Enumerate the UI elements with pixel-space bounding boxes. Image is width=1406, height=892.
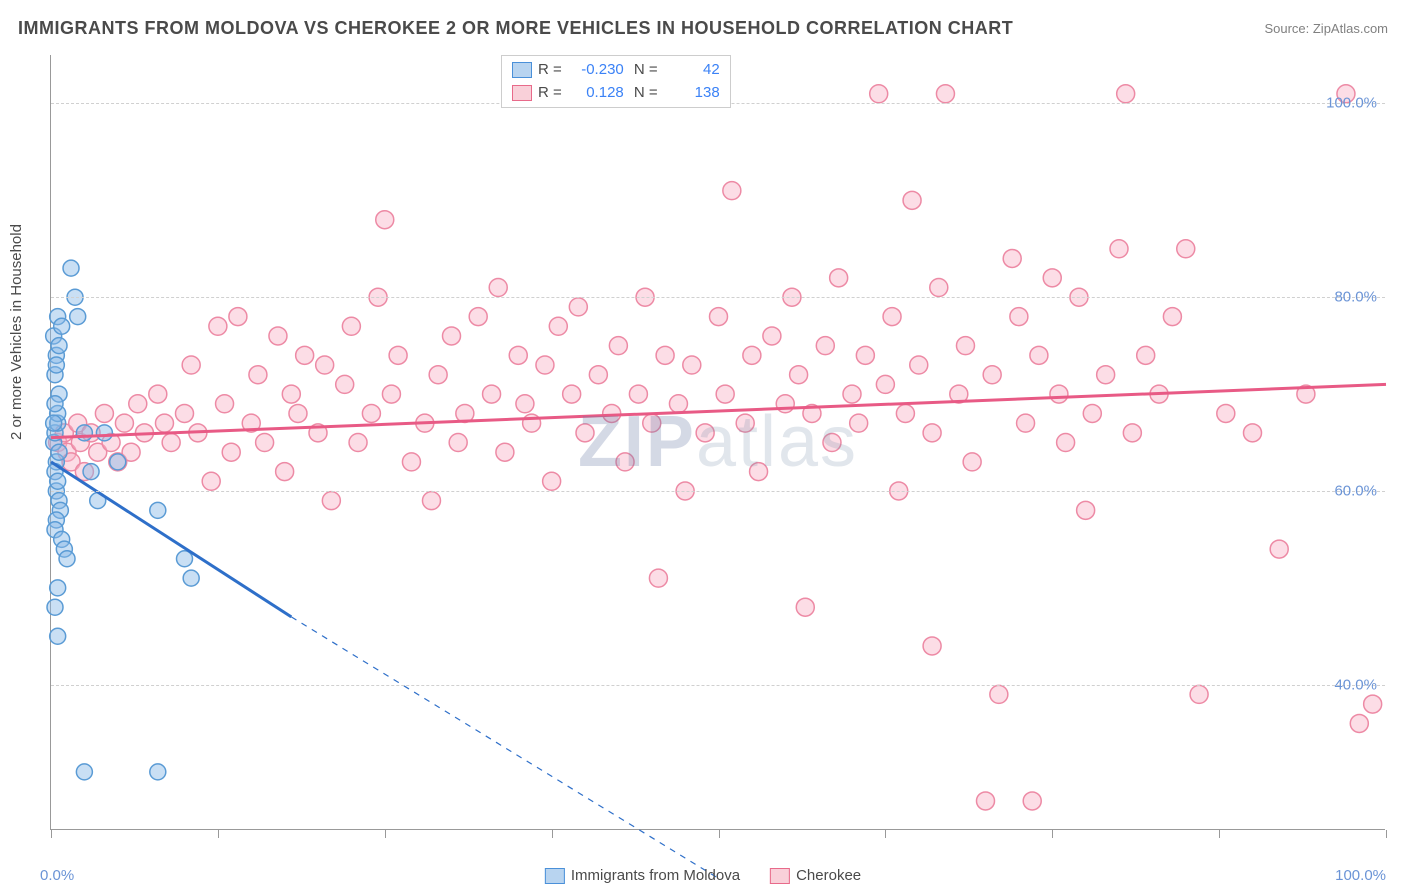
n-value-cherokee: 138 [664, 82, 720, 105]
r-value-cherokee: 0.128 [568, 82, 624, 105]
gridline-h [51, 491, 1385, 492]
x-tick-mark [885, 830, 886, 838]
legend-label-moldova: Immigrants from Moldova [571, 867, 740, 884]
scatter-plot-svg [51, 55, 1385, 829]
n-label: N = [630, 59, 658, 82]
r-label: R = [538, 82, 562, 105]
x-tick-mark [51, 830, 52, 838]
bottom-legend: Immigrants from Moldova Cherokee [545, 867, 861, 884]
y-axis-label: 2 or more Vehicles in Household [8, 224, 25, 440]
n-label: N = [630, 82, 658, 105]
chart-title: IMMIGRANTS FROM MOLDOVA VS CHEROKEE 2 OR… [18, 18, 1013, 39]
r-label: R = [538, 59, 562, 82]
x-tick-mark [552, 830, 553, 838]
x-tick-mark [719, 830, 720, 838]
x-tick-mark [218, 830, 219, 838]
swatch-cherokee [512, 85, 532, 101]
chart-plot-area: ZIPatlas R = -0.230 N = 42 R = 0.128 N =… [50, 55, 1385, 830]
x-tick-mark [1052, 830, 1053, 838]
x-axis-max-label: 100.0% [1335, 867, 1386, 884]
gridline-h [51, 297, 1385, 298]
y-tick-label: 100.0% [1326, 95, 1377, 112]
stats-row-moldova: R = -0.230 N = 42 [512, 59, 720, 82]
x-tick-mark [385, 830, 386, 838]
source-attribution: Source: ZipAtlas.com [1264, 21, 1388, 36]
x-tick-mark [1386, 830, 1387, 838]
y-tick-label: 60.0% [1334, 482, 1377, 499]
legend-label-cherokee: Cherokee [796, 867, 861, 884]
x-axis-min-label: 0.0% [40, 867, 74, 884]
stats-row-cherokee: R = 0.128 N = 138 [512, 82, 720, 105]
legend-swatch-moldova [545, 868, 565, 884]
swatch-moldova [512, 62, 532, 78]
n-value-moldova: 42 [664, 59, 720, 82]
r-value-moldova: -0.230 [568, 59, 624, 82]
y-tick-label: 80.0% [1334, 289, 1377, 306]
x-tick-mark [1219, 830, 1220, 838]
legend-item-moldova: Immigrants from Moldova [545, 867, 740, 884]
gridline-h [51, 685, 1385, 686]
correlation-stats-box: R = -0.230 N = 42 R = 0.128 N = 138 [501, 55, 731, 108]
legend-item-cherokee: Cherokee [770, 867, 861, 884]
y-tick-label: 40.0% [1334, 676, 1377, 693]
legend-swatch-cherokee [770, 868, 790, 884]
